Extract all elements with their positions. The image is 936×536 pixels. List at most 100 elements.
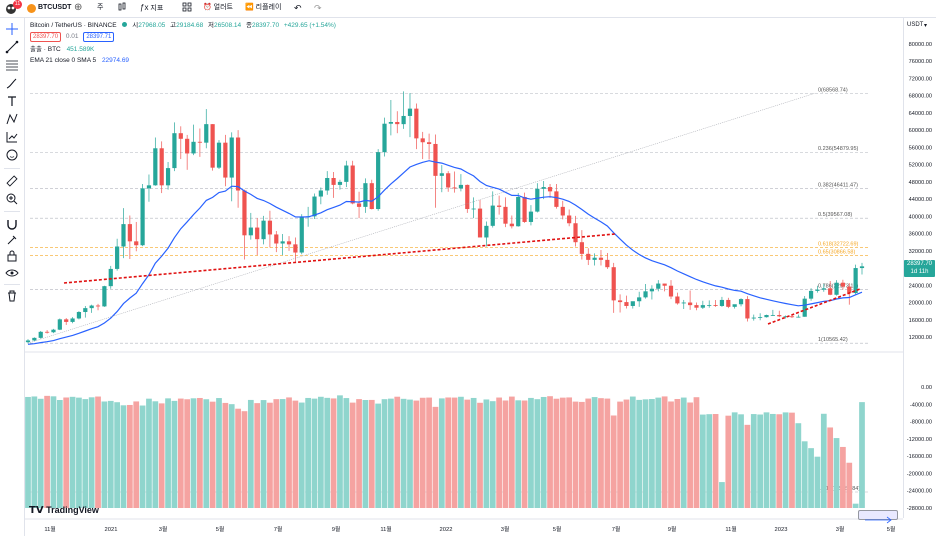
volume-bar: [37, 398, 44, 508]
ruler-icon[interactable]: [5, 174, 19, 188]
time-axis[interactable]: [24, 519, 903, 536]
alerts-button[interactable]: ⏰ 얼러트: [203, 2, 233, 14]
volume-bar: [165, 398, 171, 508]
candle: [770, 309, 775, 316]
candle-body: [185, 138, 190, 154]
volume-bar: [241, 411, 248, 508]
candle-body: [637, 297, 642, 302]
candle-body: [617, 300, 623, 303]
candle: [828, 280, 833, 296]
trash-icon[interactable]: [5, 289, 19, 303]
volume-bar: [687, 402, 693, 508]
candle: [439, 165, 444, 193]
candle: [108, 265, 113, 289]
lock-icon[interactable]: [5, 249, 19, 263]
candle: [401, 91, 406, 129]
candle: [662, 283, 667, 292]
indicators-button[interactable]: ƒx 지표: [140, 2, 163, 14]
sell-button[interactable]: 28397.70: [30, 32, 62, 42]
candle: [554, 184, 559, 209]
volume-bar: [413, 400, 420, 508]
tradingview-logo[interactable]: 𝗧𝗩 TradingView: [29, 505, 99, 516]
candle-body: [337, 181, 343, 185]
scroll-to-realtime-button[interactable]: [858, 510, 898, 524]
candle-body: [694, 305, 699, 308]
volume-bar: [470, 397, 477, 508]
stay-in-drawing-icon[interactable]: [5, 233, 19, 247]
volume-bar: [292, 400, 299, 508]
volume-value: 451.589K: [66, 46, 95, 53]
volume-bar: [222, 402, 229, 508]
currency-dropdown-icon[interactable]: ▾: [924, 23, 928, 29]
redo-icon[interactable]: ↷: [314, 3, 322, 13]
magnet-icon[interactable]: [5, 217, 19, 231]
candle-body: [726, 299, 731, 307]
pattern-icon[interactable]: [5, 112, 19, 126]
volume-bar: [31, 396, 38, 508]
candle: [764, 314, 769, 318]
volume-bar: [852, 503, 859, 508]
volume-bar: [381, 399, 388, 508]
candle-body: [649, 288, 655, 292]
candle: [267, 210, 273, 248]
volume-bar: [184, 399, 191, 508]
candle-body: [592, 257, 597, 260]
volume-bar: [617, 401, 623, 508]
volume-bar: [636, 399, 643, 508]
candle-body: [204, 124, 209, 143]
volume-bar: [521, 400, 528, 508]
volume-bar: [585, 398, 592, 508]
candle: [344, 160, 349, 188]
eye-icon[interactable]: [5, 266, 19, 280]
candle-body: [764, 315, 769, 318]
chart-type-button[interactable]: [117, 2, 127, 14]
fib-retracement-icon[interactable]: [5, 58, 19, 72]
candle-body: [255, 227, 260, 240]
volume-bar: [133, 401, 140, 508]
symbol-search[interactable]: BTCUSDT: [27, 2, 71, 14]
buy-button[interactable]: 28397.71: [83, 32, 115, 42]
volume-bar: [267, 402, 273, 508]
brush-icon[interactable]: [5, 76, 19, 90]
candle: [484, 221, 489, 247]
volume-bar: [680, 397, 687, 508]
emoji-icon[interactable]: [5, 148, 19, 162]
last-price-value: 28397.70: [906, 261, 933, 267]
fib-label: 0.786(22973.13): [818, 284, 859, 290]
replay-button[interactable]: ⏪ 리플레이: [245, 2, 281, 14]
interval-button[interactable]: 주: [97, 4, 104, 11]
candle: [471, 197, 476, 219]
fib-retracement-layer: 0(68568.74) 0.236(54879.95) 0.382(46411.47…: [30, 87, 868, 493]
volume-bar: [209, 401, 216, 508]
prediction-icon[interactable]: [5, 130, 19, 144]
candle-body: [528, 211, 534, 222]
crosshair-icon[interactable]: [5, 22, 19, 36]
volume-bar: [483, 399, 490, 508]
volume-bar: [610, 415, 617, 508]
fib-label: 1.618(-25286.84): [818, 486, 860, 492]
candle-body: [796, 316, 801, 318]
volume-bar: [750, 414, 757, 508]
candle-body: [44, 331, 50, 333]
candle-body: [51, 329, 56, 333]
candle: [388, 100, 393, 136]
candle-body: [197, 141, 202, 143]
candle: [452, 171, 457, 193]
currency-label[interactable]: USDT: [907, 22, 924, 28]
candle: [516, 193, 521, 227]
high-label: 고: [170, 22, 177, 29]
candle: [127, 215, 132, 260]
price-axis[interactable]: USDT ▾: [903, 18, 936, 518]
layout-button[interactable]: [182, 2, 192, 14]
volume-bar: [814, 456, 821, 508]
candles-icon: [118, 2, 126, 11]
text-tool-icon[interactable]: [5, 94, 19, 108]
volume-bar: [349, 402, 356, 508]
candle-body: [789, 316, 795, 318]
volume-bar: [840, 446, 846, 508]
trend-line-icon[interactable]: [5, 40, 19, 54]
zoom-in-icon[interactable]: [5, 192, 19, 206]
undo-icon[interactable]: ↶: [294, 3, 302, 13]
compare-add-icon[interactable]: ⊕: [74, 2, 83, 13]
volume-bar: [502, 400, 509, 508]
